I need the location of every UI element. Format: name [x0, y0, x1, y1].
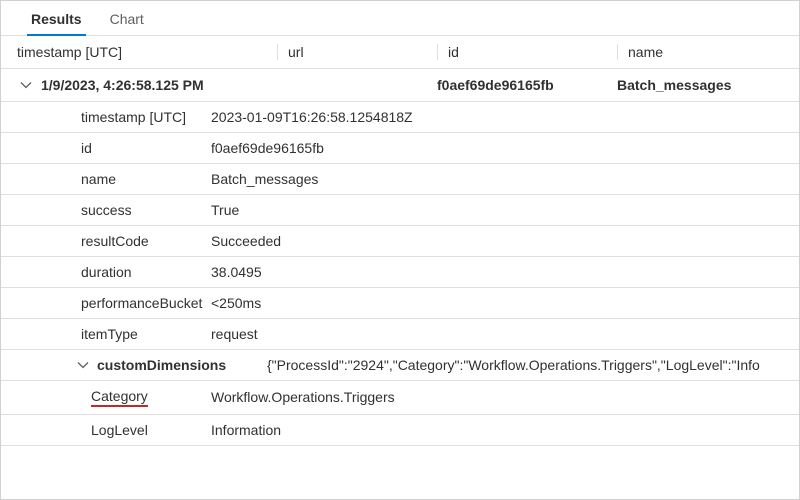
- detail-row: duration38.0495: [1, 257, 799, 288]
- detail-value: 38.0495: [211, 264, 799, 280]
- detail-value: True: [211, 202, 799, 218]
- detail-key: name: [41, 171, 211, 187]
- col-name[interactable]: name: [617, 44, 799, 60]
- detail-value: f0aef69de96165fb: [211, 140, 799, 156]
- detail-row: resultCodeSucceeded: [1, 226, 799, 257]
- detail-value: Succeeded: [211, 233, 799, 249]
- cd-value: Workflow.Operations.Triggers: [211, 389, 799, 405]
- detail-row: idf0aef69de96165fb: [1, 133, 799, 164]
- table-row[interactable]: 1/9/2023, 4:26:58.125 PM f0aef69de96165f…: [1, 69, 799, 102]
- detail-key: performanceBucket: [41, 295, 211, 311]
- detail-value: 2023-01-09T16:26:58.1254818Z: [211, 109, 799, 125]
- col-id[interactable]: id: [437, 44, 617, 60]
- tab-results[interactable]: Results: [17, 1, 96, 35]
- detail-row: performanceBucket<250ms: [1, 288, 799, 319]
- detail-row: nameBatch_messages: [1, 164, 799, 195]
- cd-value: Information: [211, 422, 799, 438]
- detail-rows: timestamp [UTC]2023-01-09T16:26:58.12548…: [1, 102, 799, 350]
- detail-value: <250ms: [211, 295, 799, 311]
- cd-key: Category: [91, 388, 211, 407]
- detail-row: successTrue: [1, 195, 799, 226]
- detail-value: Batch_messages: [211, 171, 799, 187]
- row-timestamp: 1/9/2023, 4:26:58.125 PM: [41, 77, 277, 93]
- col-url[interactable]: url: [277, 44, 437, 60]
- cd-key: LogLevel: [91, 422, 211, 438]
- row-name: Batch_messages: [617, 77, 799, 93]
- tab-chart[interactable]: Chart: [96, 1, 158, 35]
- customdimensions-children: CategoryWorkflow.Operations.TriggersLogL…: [1, 381, 799, 446]
- detail-key: duration: [41, 264, 211, 280]
- chevron-down-icon[interactable]: [11, 79, 41, 91]
- customdimensions-item: CategoryWorkflow.Operations.Triggers: [1, 381, 799, 415]
- customdimensions-item: LogLevelInformation: [1, 415, 799, 446]
- col-timestamp[interactable]: timestamp [UTC]: [17, 44, 277, 60]
- detail-row: itemTyperequest: [1, 319, 799, 350]
- chevron-down-icon[interactable]: [41, 359, 97, 371]
- detail-value-customdimensions: {"ProcessId":"2924","Category":"Workflow…: [267, 357, 799, 373]
- detail-key: itemType: [41, 326, 211, 342]
- row-id: f0aef69de96165fb: [437, 77, 617, 93]
- detail-value: request: [211, 326, 799, 342]
- detail-key: success: [41, 202, 211, 218]
- customdimensions-row[interactable]: customDimensions {"ProcessId":"2924","Ca…: [1, 350, 799, 381]
- tabs: Results Chart: [1, 1, 799, 36]
- column-headers: timestamp [UTC] url id name: [1, 36, 799, 69]
- detail-key: resultCode: [41, 233, 211, 249]
- detail-key-customdimensions: customDimensions: [97, 357, 267, 373]
- detail-row: timestamp [UTC]2023-01-09T16:26:58.12548…: [1, 102, 799, 133]
- detail-key: timestamp [UTC]: [41, 109, 211, 125]
- detail-key: id: [41, 140, 211, 156]
